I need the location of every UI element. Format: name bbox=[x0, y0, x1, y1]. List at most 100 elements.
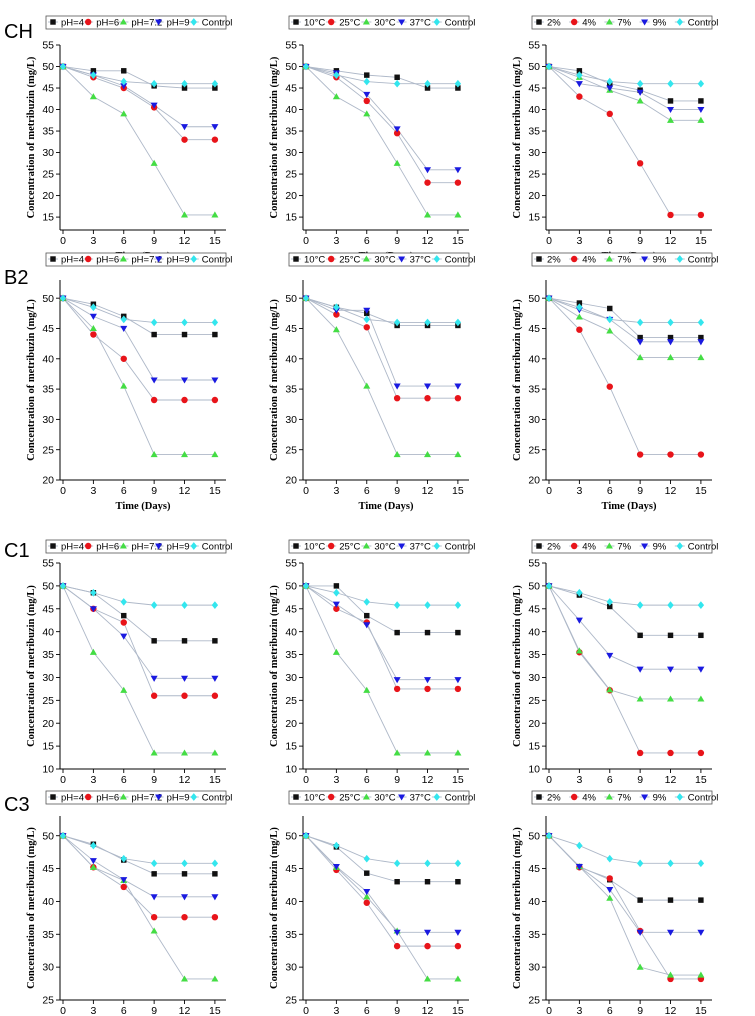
data-point bbox=[181, 859, 188, 868]
legend-label: 9% bbox=[653, 793, 667, 804]
data-point bbox=[424, 685, 431, 693]
data-point bbox=[576, 588, 583, 597]
data-point bbox=[150, 859, 158, 868]
series-2- bbox=[548, 297, 701, 339]
legend-label: Control bbox=[688, 793, 719, 804]
data-point bbox=[454, 749, 462, 756]
data-point bbox=[606, 110, 613, 118]
y-tick-label: 45 bbox=[528, 83, 540, 95]
data-point bbox=[607, 305, 613, 312]
legend-marker bbox=[433, 18, 440, 26]
data-point bbox=[302, 831, 310, 840]
series-ph-7-2 bbox=[62, 835, 215, 980]
data-point bbox=[180, 211, 189, 218]
y-tick-label: 50 bbox=[42, 293, 54, 305]
data-point bbox=[393, 677, 401, 684]
series-points bbox=[302, 832, 462, 982]
data-point bbox=[697, 354, 705, 361]
y-tick-label: 10 bbox=[42, 764, 54, 776]
x-tick-label: 15 bbox=[452, 774, 464, 786]
data-point bbox=[697, 451, 705, 458]
data-point bbox=[455, 878, 461, 885]
y-axis-title: Concentration of metribuzin (mg/L) bbox=[26, 299, 37, 461]
legend-marker bbox=[605, 18, 613, 25]
x-tick-label: 12 bbox=[179, 485, 191, 497]
data-point bbox=[666, 106, 675, 114]
legend-label: 7% bbox=[617, 542, 631, 553]
y-tick-label: 35 bbox=[42, 929, 54, 941]
data-point bbox=[545, 831, 553, 840]
data-point bbox=[667, 98, 674, 104]
series-line bbox=[305, 66, 458, 216]
legend-marker bbox=[433, 255, 440, 263]
data-point bbox=[120, 355, 127, 362]
y-tick-label: 45 bbox=[528, 863, 540, 875]
data-point bbox=[606, 686, 614, 693]
legend-marker bbox=[328, 793, 335, 801]
x-tick-label: 3 bbox=[90, 1005, 96, 1016]
data-point bbox=[150, 894, 158, 901]
series-line bbox=[305, 66, 458, 85]
y-tick-label: 50 bbox=[42, 61, 54, 73]
series-9- bbox=[548, 585, 701, 670]
series-ph-4 bbox=[62, 66, 215, 89]
data-point bbox=[606, 854, 613, 863]
data-point bbox=[666, 354, 675, 361]
data-point bbox=[150, 927, 158, 934]
y-tick-label: 50 bbox=[42, 830, 54, 842]
data-point bbox=[211, 749, 219, 756]
series-ph-6 bbox=[62, 66, 215, 141]
y-tick-label: 20 bbox=[528, 190, 540, 202]
x-tick-label: 0 bbox=[60, 1005, 66, 1016]
data-point bbox=[181, 914, 188, 921]
data-point bbox=[576, 841, 583, 850]
series-7- bbox=[548, 585, 701, 700]
series-line bbox=[62, 835, 215, 980]
x-tick-label: 6 bbox=[607, 774, 613, 786]
y-tick-label: 45 bbox=[285, 603, 297, 615]
legend-marker bbox=[571, 542, 578, 550]
data-point bbox=[636, 666, 644, 673]
legend-label: Control bbox=[445, 18, 476, 29]
series-line bbox=[305, 835, 458, 947]
legend-label: 37°C bbox=[410, 18, 431, 29]
legend-label: 25°C bbox=[339, 18, 360, 29]
data-point bbox=[393, 859, 401, 868]
y-tick-label: 35 bbox=[528, 126, 540, 138]
data-point bbox=[333, 605, 340, 612]
y-tick-label: 45 bbox=[285, 323, 297, 335]
data-point bbox=[636, 339, 644, 346]
data-point bbox=[424, 859, 431, 868]
series-line bbox=[305, 297, 458, 387]
x-tick-label: 9 bbox=[637, 1005, 643, 1016]
data-point bbox=[363, 899, 370, 906]
data-point bbox=[332, 601, 340, 608]
data-point bbox=[637, 897, 643, 903]
data-point bbox=[90, 303, 97, 312]
series-4- bbox=[548, 66, 701, 216]
legend-marker bbox=[571, 793, 578, 801]
y-tick-label: 55 bbox=[285, 40, 297, 52]
data-point bbox=[697, 749, 705, 757]
data-point bbox=[454, 975, 462, 982]
legend-label: 9% bbox=[653, 18, 667, 29]
y-tick-label: 55 bbox=[528, 558, 540, 570]
legend-marker bbox=[536, 256, 542, 262]
y-axis-title: Concentration of metribuzin (mg/L) bbox=[26, 585, 37, 747]
legend-marker bbox=[536, 19, 542, 25]
data-point bbox=[424, 318, 431, 327]
legend-label: Control bbox=[445, 793, 476, 804]
data-point bbox=[211, 914, 219, 921]
data-point bbox=[423, 677, 432, 684]
x-tick-label: 6 bbox=[607, 235, 613, 247]
legend-marker bbox=[398, 543, 406, 550]
y-tick-label: 25 bbox=[528, 995, 540, 1007]
legend-box bbox=[288, 15, 470, 30]
legend-marker bbox=[85, 18, 92, 26]
data-point bbox=[393, 749, 401, 756]
legend-box bbox=[288, 252, 470, 267]
data-point bbox=[697, 695, 705, 702]
series-line bbox=[62, 297, 215, 335]
legend-label: pH=7.2 bbox=[131, 793, 162, 804]
x-tick-label: 9 bbox=[637, 235, 643, 247]
